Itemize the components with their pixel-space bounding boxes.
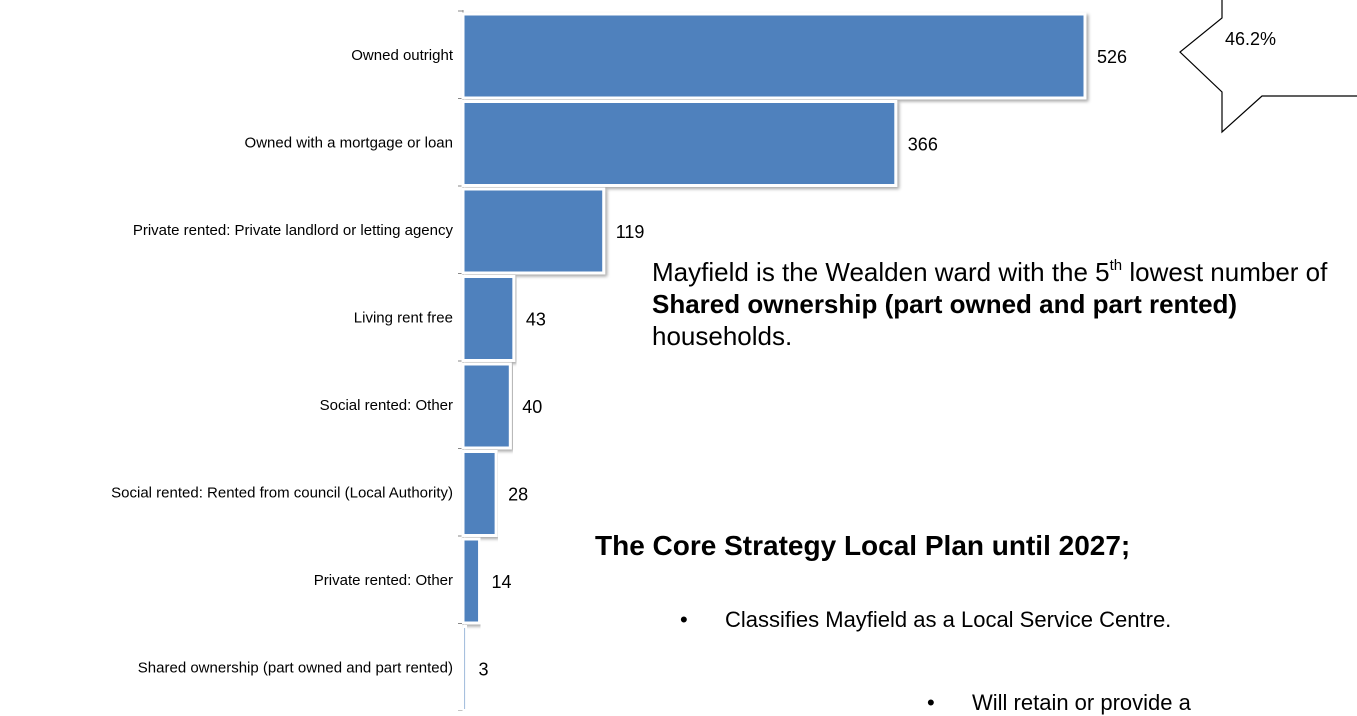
value-label: 526: [1097, 47, 1127, 67]
category-label: Social rented: Other: [320, 397, 453, 414]
category-label: Owned with a mortgage or loan: [245, 134, 453, 151]
bar: [461, 12, 1087, 100]
category-label: Owned outright: [351, 47, 454, 64]
bar: [461, 450, 498, 537]
value-label: 3: [479, 659, 489, 679]
value-label: 366: [908, 134, 938, 154]
category-label: Private rented: Other: [314, 572, 453, 589]
value-label: 14: [492, 572, 512, 592]
value-label: 40: [522, 397, 542, 417]
value-label: 28: [508, 484, 528, 504]
bar: [461, 537, 482, 625]
category-label: Living rent free: [354, 309, 453, 326]
bar: [461, 100, 898, 187]
bar: [461, 625, 469, 711]
statement: Mayfield is the Wealden ward with the 5t…: [652, 256, 1342, 352]
bullet: Will retain or provide a: [927, 690, 1191, 716]
category-label: Shared ownership (part owned and part re…: [138, 659, 453, 676]
bar: [461, 187, 606, 275]
heading: The Core Strategy Local Plan until 2027;: [595, 530, 1131, 561]
value-label: 43: [526, 309, 546, 329]
statement-text: lowest number of: [1122, 257, 1328, 287]
bullet: Classifies Mayfield as a Local Service C…: [680, 607, 1171, 633]
statement-text: Mayfield is the Wealden ward with the 5: [652, 257, 1110, 287]
statement-text: households.: [652, 321, 793, 351]
bar: [461, 362, 512, 450]
bar: [461, 275, 516, 362]
statement-bold: Shared ownership (part owned and part re…: [652, 289, 1238, 319]
callout-text: 46.2%: [1225, 29, 1276, 49]
callout-arrow: [1179, 0, 1357, 134]
value-label: 119: [616, 222, 645, 242]
category-label: Private rented: Private landlord or lett…: [133, 222, 454, 239]
category-label: Social rented: Rented from council (Loca…: [111, 484, 453, 501]
statement-superscript: th: [1109, 257, 1123, 274]
